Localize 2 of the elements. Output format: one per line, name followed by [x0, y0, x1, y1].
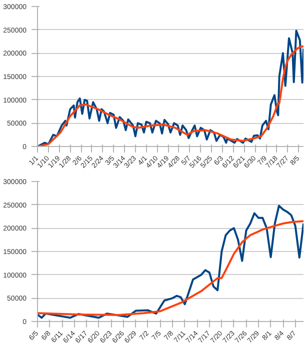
line-series: [38, 220, 304, 316]
line-series: [38, 204, 304, 319]
